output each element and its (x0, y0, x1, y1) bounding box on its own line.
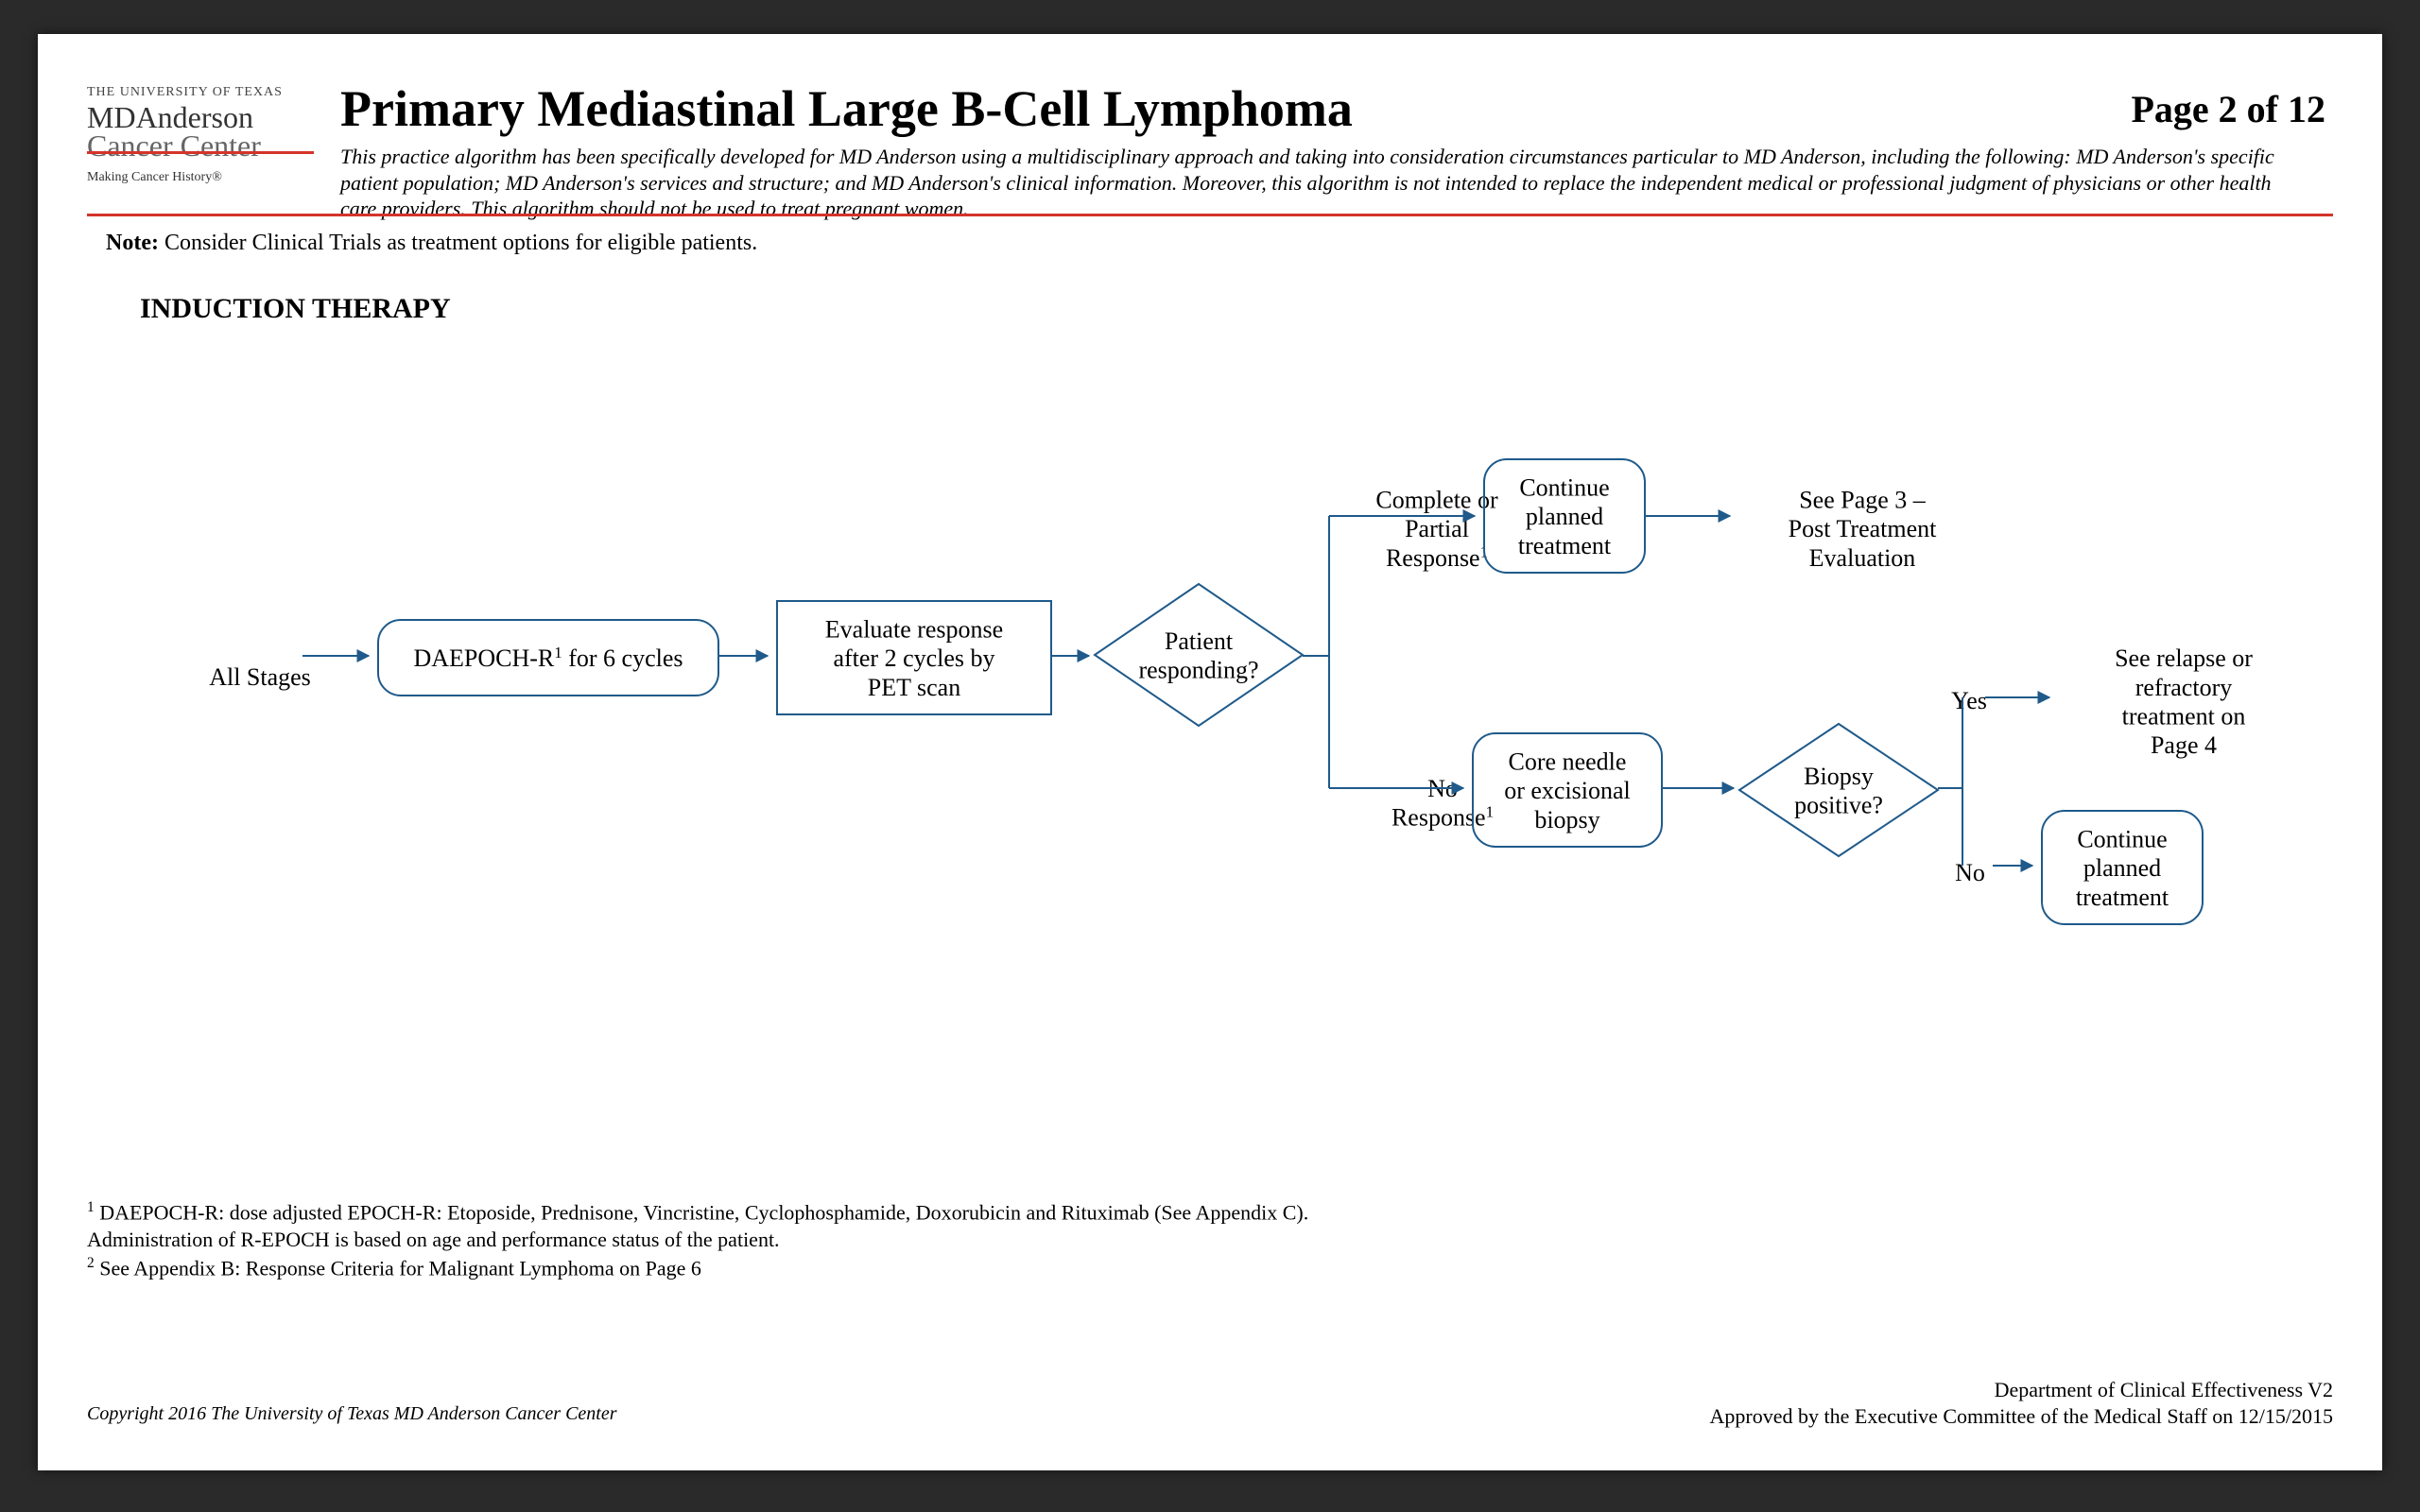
logo-tagline: Making Cancer History® (87, 170, 323, 185)
page: THE UNIVERSITY OF TEXAS MDAnderson Cance… (38, 34, 2382, 1470)
node-all_stages: All Stages (209, 663, 311, 691)
footnote-1: 1 DAEPOCH-R: dose adjusted EPOCH-R: Etop… (87, 1198, 1410, 1254)
node-responding: Patientresponding? (1095, 584, 1303, 726)
page-title: Primary Mediastinal Large B-Cell Lymphom… (340, 79, 1353, 138)
note: Note: Consider Clinical Trials as treatm… (106, 231, 757, 256)
edge-8 (1938, 697, 1962, 866)
svg-text:Yes: Yes (1951, 687, 1987, 714)
node-biopsy_positive: Biopsypositive? (1739, 724, 1938, 856)
node-complete_partial: Complete orPartialResponse1 (1375, 486, 1498, 571)
header-rule (87, 214, 2333, 216)
footnote-2: 2 See Appendix B: Response Criteria for … (87, 1254, 1410, 1282)
node-continue_top: Continueplannedtreatment (1484, 459, 1645, 573)
node-evaluate: Evaluate responseafter 2 cycles byPET sc… (777, 601, 1051, 714)
logo-strike (87, 151, 314, 154)
svg-text:Evaluate responseafter 2 cycle: Evaluate responseafter 2 cycles byPET sc… (825, 615, 1003, 700)
logo-line3: Cancer Center (87, 130, 323, 161)
node-see_relapse: See relapse orrefractorytreatment onPage… (2115, 644, 2253, 759)
node-no_response: NoResponse1 (1392, 775, 1494, 832)
node-biopsy: Core needleor excisionalbiopsy (1473, 733, 1662, 847)
footer-right-line1: Department of Clinical Effectiveness V2 (1710, 1377, 2333, 1404)
org-logo: THE UNIVERSITY OF TEXAS MDAnderson Cance… (87, 85, 323, 185)
page-number: Page 2 of 12 (2131, 87, 2325, 131)
svg-text:Complete orPartialResponse1: Complete orPartialResponse1 (1375, 486, 1498, 571)
footer-right-line2: Approved by the Executive Committee of t… (1710, 1403, 2333, 1431)
note-text: Consider Clinical Trials as treatment op… (164, 231, 757, 255)
edge-3 (1303, 516, 1329, 788)
note-label: Note: (106, 231, 159, 255)
footer-right: Department of Clinical Effectiveness V2 … (1710, 1377, 2333, 1431)
disclaimer-text: This practice algorithm has been specifi… (340, 144, 2278, 222)
svg-text:Continueplannedtreatment: Continueplannedtreatment (2076, 825, 2169, 910)
section-heading: INDUCTION THERAPY (140, 293, 451, 325)
svg-text:NoResponse1: NoResponse1 (1392, 775, 1494, 832)
svg-text:DAEPOCH-R1 for 6 cycles: DAEPOCH-R1 for 6 cycles (413, 644, 683, 672)
node-see_page3: See Page 3 –Post TreatmentEvaluation (1789, 486, 1938, 571)
node-continue_bottom: Continueplannedtreatment (2042, 811, 2203, 924)
svg-text:Continueplannedtreatment: Continueplannedtreatment (1518, 473, 1612, 558)
svg-text:See relapse orrefractorytreatm: See relapse orrefractorytreatment onPage… (2115, 644, 2253, 759)
svg-text:All Stages: All Stages (209, 663, 311, 691)
svg-text:Biopsypositive?: Biopsypositive? (1794, 763, 1883, 819)
svg-text:Core needleor excisionalbiopsy: Core needleor excisionalbiopsy (1504, 747, 1631, 833)
svg-text:No: No (1955, 859, 1985, 886)
footer-left: Copyright 2016 The University of Texas M… (87, 1403, 617, 1425)
svg-text:Patientresponding?: Patientresponding? (1138, 627, 1258, 684)
node-no: No (1955, 859, 1985, 886)
logo-line1: THE UNIVERSITY OF TEXAS (87, 85, 323, 100)
footnotes: 1 DAEPOCH-R: dose adjusted EPOCH-R: Etop… (87, 1198, 1410, 1281)
node-yes: Yes (1951, 687, 1987, 714)
svg-text:See Page 3 –Post TreatmentEval: See Page 3 –Post TreatmentEvaluation (1789, 486, 1938, 571)
node-daepoch: DAEPOCH-R1 for 6 cycles (378, 620, 718, 696)
